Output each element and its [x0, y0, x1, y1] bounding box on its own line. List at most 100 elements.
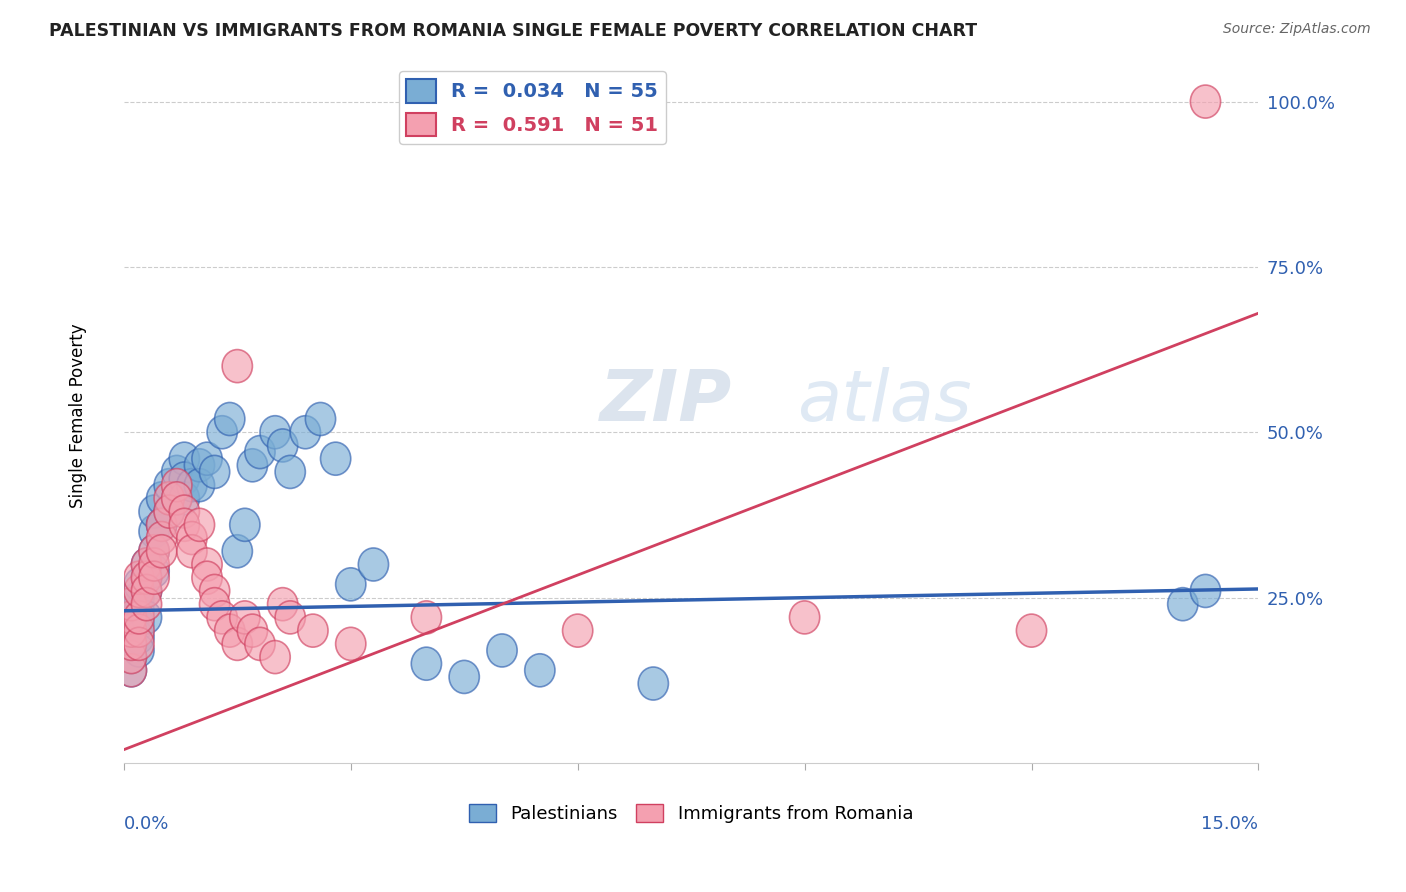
Ellipse shape: [1191, 574, 1220, 607]
Ellipse shape: [131, 561, 162, 594]
Ellipse shape: [449, 660, 479, 693]
Ellipse shape: [336, 627, 366, 660]
Ellipse shape: [117, 654, 146, 687]
Ellipse shape: [117, 640, 146, 673]
Ellipse shape: [169, 482, 200, 515]
Ellipse shape: [1167, 588, 1198, 621]
Ellipse shape: [131, 561, 162, 594]
Ellipse shape: [359, 548, 388, 581]
Ellipse shape: [146, 534, 177, 568]
Ellipse shape: [298, 614, 328, 648]
Ellipse shape: [117, 601, 146, 634]
Ellipse shape: [260, 416, 290, 449]
Ellipse shape: [200, 456, 229, 489]
Text: 0.0%: 0.0%: [124, 815, 169, 833]
Ellipse shape: [139, 515, 169, 548]
Text: atlas: atlas: [797, 368, 972, 436]
Ellipse shape: [124, 634, 155, 667]
Ellipse shape: [276, 601, 305, 634]
Ellipse shape: [238, 614, 267, 648]
Ellipse shape: [305, 402, 336, 435]
Ellipse shape: [146, 522, 177, 555]
Ellipse shape: [276, 456, 305, 489]
Ellipse shape: [155, 482, 184, 515]
Ellipse shape: [207, 601, 238, 634]
Text: Source: ZipAtlas.com: Source: ZipAtlas.com: [1223, 22, 1371, 37]
Legend: Palestinians, Immigrants from Romania: Palestinians, Immigrants from Romania: [463, 797, 921, 830]
Ellipse shape: [215, 614, 245, 648]
Ellipse shape: [162, 456, 191, 489]
Ellipse shape: [184, 508, 215, 541]
Ellipse shape: [124, 601, 155, 634]
Ellipse shape: [124, 607, 155, 640]
Ellipse shape: [139, 534, 169, 568]
Ellipse shape: [117, 614, 146, 648]
Ellipse shape: [131, 574, 162, 607]
Ellipse shape: [117, 588, 146, 621]
Ellipse shape: [191, 561, 222, 594]
Ellipse shape: [222, 350, 253, 383]
Ellipse shape: [191, 442, 222, 475]
Ellipse shape: [169, 508, 200, 541]
Text: PALESTINIAN VS IMMIGRANTS FROM ROMANIA SINGLE FEMALE POVERTY CORRELATION CHART: PALESTINIAN VS IMMIGRANTS FROM ROMANIA S…: [49, 22, 977, 40]
Text: Single Female Poverty: Single Female Poverty: [69, 324, 87, 508]
Ellipse shape: [222, 627, 253, 660]
Ellipse shape: [191, 548, 222, 581]
Ellipse shape: [146, 508, 177, 541]
Ellipse shape: [229, 508, 260, 541]
Ellipse shape: [139, 548, 169, 581]
Ellipse shape: [177, 522, 207, 555]
Ellipse shape: [139, 534, 169, 568]
Ellipse shape: [638, 667, 668, 700]
Ellipse shape: [124, 574, 155, 607]
Ellipse shape: [238, 449, 267, 482]
Ellipse shape: [789, 601, 820, 634]
Ellipse shape: [117, 654, 146, 687]
Ellipse shape: [260, 640, 290, 673]
Ellipse shape: [139, 555, 169, 588]
Ellipse shape: [139, 561, 169, 594]
Ellipse shape: [200, 574, 229, 607]
Ellipse shape: [124, 594, 155, 627]
Ellipse shape: [215, 402, 245, 435]
Ellipse shape: [169, 495, 200, 528]
Ellipse shape: [146, 482, 177, 515]
Ellipse shape: [124, 621, 155, 654]
Ellipse shape: [124, 568, 155, 601]
Ellipse shape: [162, 468, 191, 501]
Ellipse shape: [290, 416, 321, 449]
Ellipse shape: [155, 468, 184, 501]
Ellipse shape: [267, 588, 298, 621]
Ellipse shape: [162, 482, 191, 515]
Ellipse shape: [267, 429, 298, 462]
Ellipse shape: [117, 627, 146, 660]
Ellipse shape: [117, 601, 146, 634]
Ellipse shape: [412, 648, 441, 681]
Ellipse shape: [486, 634, 517, 667]
Ellipse shape: [131, 588, 162, 621]
Ellipse shape: [169, 442, 200, 475]
Ellipse shape: [207, 416, 238, 449]
Ellipse shape: [245, 627, 276, 660]
Ellipse shape: [200, 588, 229, 621]
Ellipse shape: [117, 614, 146, 648]
Ellipse shape: [245, 435, 276, 468]
Ellipse shape: [1017, 614, 1046, 648]
Ellipse shape: [131, 601, 162, 634]
Ellipse shape: [184, 468, 215, 501]
Ellipse shape: [177, 534, 207, 568]
Ellipse shape: [155, 495, 184, 528]
Ellipse shape: [155, 495, 184, 528]
Ellipse shape: [412, 601, 441, 634]
Ellipse shape: [524, 654, 555, 687]
Ellipse shape: [177, 468, 207, 501]
Ellipse shape: [124, 627, 155, 660]
Text: ZIP: ZIP: [600, 368, 733, 436]
Ellipse shape: [117, 640, 146, 673]
Ellipse shape: [131, 574, 162, 607]
Ellipse shape: [131, 548, 162, 581]
Ellipse shape: [146, 508, 177, 541]
Ellipse shape: [169, 462, 200, 495]
Ellipse shape: [117, 627, 146, 660]
Ellipse shape: [184, 449, 215, 482]
